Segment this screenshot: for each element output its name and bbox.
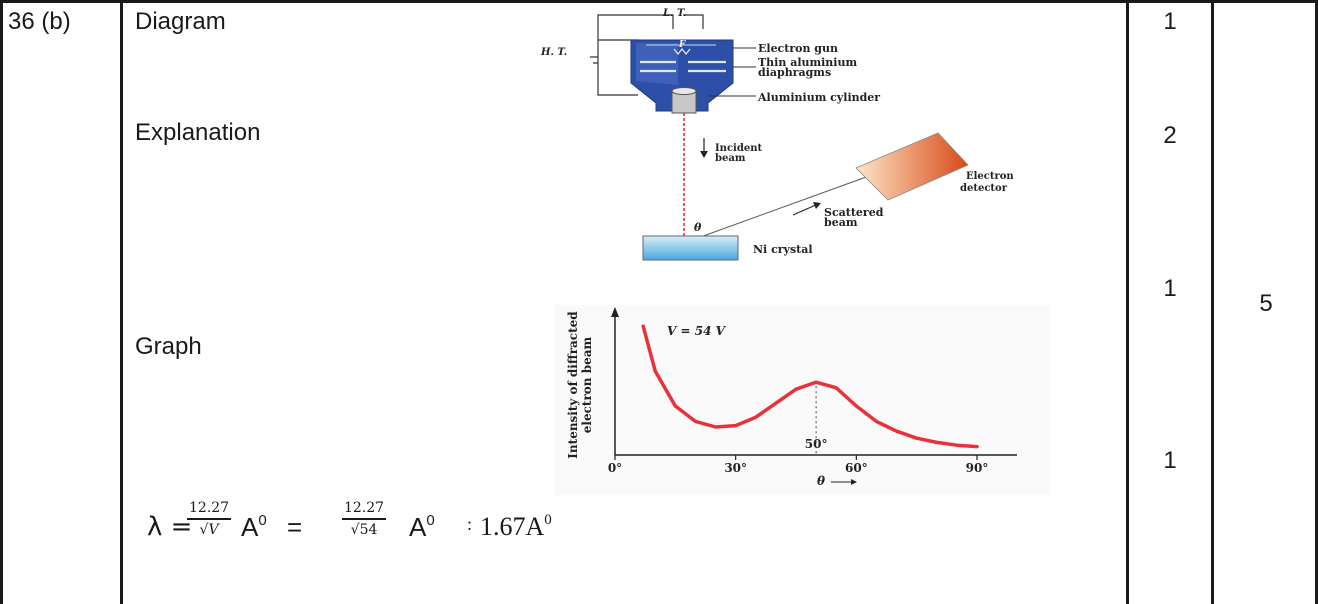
column-divider-marks [1126, 0, 1129, 604]
circuit-wiring [590, 14, 704, 96]
x-tick-label: 90° [966, 461, 989, 475]
ht-label: H. T. [540, 47, 567, 58]
mark-formula: 1 [1163, 447, 1177, 474]
scattered-beam-label: Scattered [824, 206, 884, 219]
incident-beam-label: Incident [715, 143, 762, 154]
ni-crystal-label: Ni crystal [753, 243, 813, 256]
x-tick-label: 30° [724, 461, 747, 475]
electron-gun-label: Electron gun [758, 42, 838, 55]
fraction-numeric: 12.27 √54 [342, 500, 387, 538]
explanation-label: Explanation [135, 119, 261, 146]
theta-angle-label: θ [694, 221, 702, 234]
voltage-annotation: V = 54 V [667, 324, 727, 338]
diagram-label: Diagram [135, 8, 226, 35]
mark-explanation: 2 [1163, 122, 1177, 149]
x-axis-label: θ [817, 474, 825, 488]
y-axis-label-line1: Intensity of diffracted [566, 311, 580, 459]
mark-diagram: 1 [1163, 8, 1177, 35]
equals-sign: = [287, 512, 303, 542]
ni-crystal-shape [642, 235, 739, 261]
approx-separator: : [467, 514, 473, 534]
x-axis-ticks: 0° 30° 60° 90° [608, 386, 989, 475]
angstrom-unit-1: A0 [241, 512, 267, 542]
fraction-general: 12.27 √V [187, 500, 232, 538]
lambda-symbol: λ = [147, 512, 193, 542]
y-axis-label-line2: electron beam [580, 336, 594, 433]
filament-shape [673, 47, 691, 56]
electron-gun-body: F [630, 39, 734, 114]
lt-label: L. T. [662, 8, 687, 19]
wavelength-result: 1.67A0 [480, 512, 552, 541]
question-number: 36 (b) [8, 8, 71, 35]
svg-text:diaphragms: diaphragms [758, 66, 831, 79]
column-divider-total [1211, 0, 1214, 604]
left-border [0, 0, 3, 604]
angstrom-unit-2: A0 [409, 512, 435, 542]
total-marks: 5 [1259, 290, 1273, 317]
intensity-vs-angle-graph: 0° 30° 60° 90° V = 54 V 50° Intensity of di… [555, 305, 1050, 495]
graph-label: Graph [135, 333, 202, 360]
right-border [1315, 0, 1318, 604]
scattered-beam-line [683, 171, 881, 244]
x-tick-label: 60° [845, 461, 868, 475]
electron-detector-shape [855, 132, 969, 201]
diaphragms-label: Thin aluminium [758, 56, 857, 69]
peak-angle-label: 50° [805, 437, 828, 451]
davisson-germer-apparatus: L. T. H. T. F Electron gun Thin aluminiu… [528, 5, 1018, 267]
column-divider-question [120, 0, 123, 604]
x-tick-label: 0° [608, 461, 622, 475]
mark-graph: 1 [1163, 275, 1177, 302]
cylinder-label: Aluminium cylinder [757, 91, 880, 104]
svg-text:beam: beam [824, 216, 858, 229]
svg-text:detector: detector [960, 183, 1008, 194]
intensity-curve [641, 324, 979, 449]
electron-detector-label: Electron [966, 171, 1014, 182]
svg-text:beam: beam [715, 153, 746, 164]
svg-text:F: F [678, 40, 686, 50]
top-border [0, 0, 1318, 3]
y-axis-arrow [611, 307, 619, 317]
